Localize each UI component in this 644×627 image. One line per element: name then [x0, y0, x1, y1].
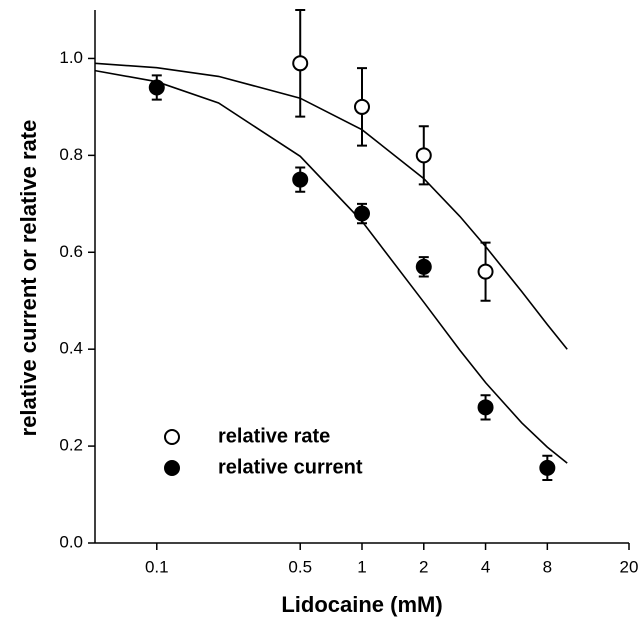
y-axis-title: relative current or relative rate: [16, 120, 41, 437]
y-tick-label: 0.8: [59, 145, 83, 164]
legend-marker: [164, 460, 180, 476]
data-point: [292, 55, 309, 72]
data-point: [539, 459, 556, 476]
x-tick-label: 4: [481, 557, 490, 576]
x-axis-title: Lidocaine (mM): [281, 592, 442, 617]
y-tick-label: 0.2: [59, 436, 83, 455]
y-tick-label: 0.0: [59, 532, 83, 551]
data-point: [477, 399, 494, 416]
x-tick-label: 2: [419, 557, 428, 576]
legend-label: relative current: [218, 456, 363, 478]
legend-marker: [164, 429, 180, 445]
fit-curve: [94, 69, 568, 464]
data-point: [292, 171, 309, 188]
data-point: [415, 258, 432, 275]
data-point: [354, 205, 370, 222]
fit-curve: [94, 62, 568, 350]
data-point: [354, 98, 370, 115]
data-point: [148, 79, 165, 96]
x-tick-label: 8: [543, 557, 552, 576]
legend-label: relative rate: [218, 425, 330, 447]
x-tick-label: 0.1: [145, 557, 169, 576]
x-tick-label: 20: [620, 557, 639, 576]
data-point: [477, 263, 494, 280]
x-tick-label: 0.5: [288, 557, 312, 576]
data-point: [415, 147, 432, 164]
y-tick-label: 1.0: [59, 48, 83, 67]
y-tick-label: 0.6: [59, 242, 83, 261]
y-tick-label: 0.4: [59, 339, 83, 358]
x-tick-label: 1: [357, 557, 366, 576]
